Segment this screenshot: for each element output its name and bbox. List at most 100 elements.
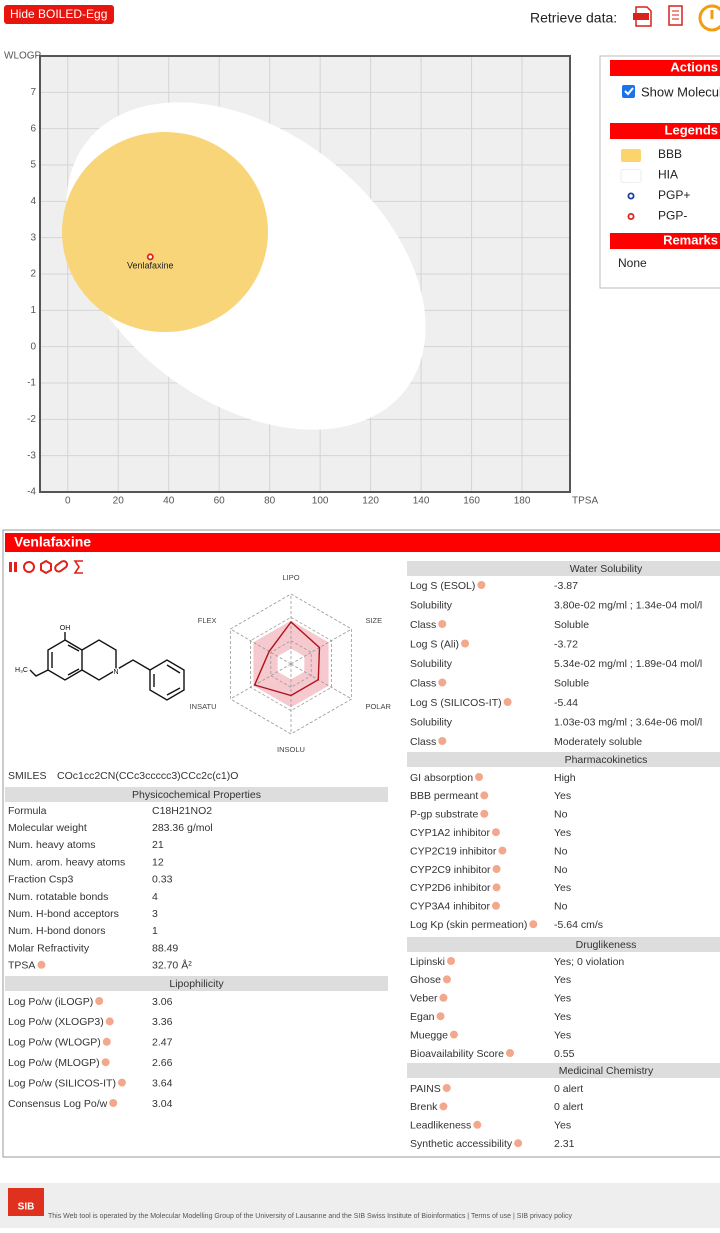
help-icon[interactable] xyxy=(117,1078,126,1087)
actions-bar xyxy=(610,60,720,76)
row-label: BBB permeant xyxy=(410,790,478,802)
radar-spoke xyxy=(230,663,292,700)
row-value: 2.31 xyxy=(554,1138,575,1150)
retrieve-label: Retrieve data: xyxy=(530,10,617,26)
help-icon[interactable] xyxy=(492,865,501,873)
legend-label: HIA xyxy=(658,168,678,182)
point-label: Venlafaxine xyxy=(127,260,174,270)
x-tick-label: 20 xyxy=(113,496,125,507)
help-icon[interactable] xyxy=(492,883,501,892)
help-icon[interactable] xyxy=(438,737,447,745)
help-icon[interactable] xyxy=(439,993,448,1002)
atom-label: OH xyxy=(60,625,71,632)
show-names-label[interactable]: Show Molecule names xyxy=(641,84,720,99)
details-panel xyxy=(2,529,720,1158)
remarks: None xyxy=(618,256,647,270)
help-icon[interactable] xyxy=(503,698,512,706)
help-icon[interactable] xyxy=(529,920,538,929)
row-value: Yes xyxy=(554,974,571,986)
y-tick-label: 3 xyxy=(30,232,36,243)
x-tick-label: 120 xyxy=(362,496,379,507)
row-label: Consensus Log Po/w xyxy=(8,1098,108,1110)
egg xyxy=(62,102,426,430)
help-icon[interactable] xyxy=(439,1102,448,1111)
help-icon[interactable] xyxy=(514,1139,523,1148)
row-label: Class xyxy=(410,736,436,748)
section-title: Druglikeness xyxy=(576,939,637,951)
row-value: No xyxy=(554,809,568,821)
help-icon[interactable] xyxy=(438,620,447,628)
help-icon[interactable] xyxy=(505,1049,514,1057)
help-icon[interactable] xyxy=(498,846,507,855)
plot-frame xyxy=(39,55,571,493)
row-value: 0 alert xyxy=(554,1101,583,1113)
row-value: Yes xyxy=(554,827,571,839)
doc-icon[interactable] xyxy=(668,5,683,26)
help-icon[interactable] xyxy=(101,1058,110,1067)
row-value: 21 xyxy=(152,839,164,851)
csv-icon[interactable] xyxy=(633,6,652,27)
help-icon[interactable] xyxy=(477,581,486,589)
row-label: Log S (Ali) xyxy=(410,638,459,650)
section-title: Medicinal Chemistry xyxy=(559,1065,654,1077)
legend-swatch xyxy=(621,149,641,162)
power-icon[interactable] xyxy=(698,4,720,32)
row-label: Log S (ESOL) xyxy=(410,580,475,592)
hide-egg-button[interactable] xyxy=(4,5,114,24)
help-icon[interactable] xyxy=(109,1099,118,1107)
row-value: 0.55 xyxy=(554,1048,575,1060)
help-icon[interactable] xyxy=(449,1030,458,1039)
help-icon[interactable] xyxy=(102,1037,111,1046)
help-icon[interactable] xyxy=(473,1120,482,1129)
help-icon[interactable] xyxy=(438,678,447,687)
row-label: CYP2C9 inhibitor xyxy=(410,864,491,876)
sib-logo-text[interactable]: SIB xyxy=(18,1202,35,1213)
help-icon[interactable] xyxy=(105,1017,114,1026)
sib-logo[interactable] xyxy=(8,1188,44,1216)
help-icon[interactable] xyxy=(475,773,484,781)
footer xyxy=(0,1183,720,1228)
help-icon[interactable] xyxy=(442,1084,451,1092)
help-icon[interactable] xyxy=(491,828,500,837)
radar-spoke xyxy=(230,628,292,665)
row-label: Molar Refractivity xyxy=(8,942,90,954)
help-icon[interactable] xyxy=(461,639,470,648)
radar-spoke xyxy=(290,663,352,700)
row-label: Veber xyxy=(410,993,438,1005)
y-tick-label: -2 xyxy=(27,414,36,425)
help-icon[interactable] xyxy=(95,997,104,1005)
row-label: Log Po/w (WLOGP) xyxy=(8,1037,101,1049)
actions-title: Actions xyxy=(670,59,718,74)
row-label: Class xyxy=(410,677,436,689)
help-icon[interactable] xyxy=(491,901,500,910)
checkbox[interactable] xyxy=(622,85,635,98)
row-value: Yes xyxy=(554,1029,571,1041)
x-tick-label: 80 xyxy=(264,496,276,507)
smiles-label: SMILES xyxy=(8,770,47,782)
row-label: Muegge xyxy=(410,1029,448,1041)
row-value: 3.36 xyxy=(152,1016,173,1028)
help-icon[interactable] xyxy=(480,809,489,818)
y-tick-label: -1 xyxy=(27,378,36,389)
row-label: Bioavailability Score xyxy=(410,1048,504,1060)
row-value: No xyxy=(554,864,568,876)
help-icon[interactable] xyxy=(442,975,451,984)
help-icon[interactable] xyxy=(436,1012,445,1021)
help-icon[interactable] xyxy=(37,960,46,969)
remarks-title: Remarks xyxy=(663,232,718,247)
row-label: Num. heavy atoms xyxy=(8,839,96,851)
hide-egg-label[interactable]: Hide BOILED-Egg xyxy=(10,7,107,21)
row-label: Num. H-bond donors xyxy=(8,925,105,937)
tool-icons[interactable] xyxy=(9,559,83,575)
row-value: 1 xyxy=(152,925,158,937)
help-icon[interactable] xyxy=(480,791,489,800)
row-value: 4 xyxy=(152,891,158,903)
help-icon[interactable] xyxy=(447,957,456,965)
x-axis-label: TPSA xyxy=(572,496,598,507)
y-axis-label: WLOGP xyxy=(4,51,42,62)
row-label: Log Po/w (MLOGP) xyxy=(8,1057,100,1069)
radar-axis-label: POLAR xyxy=(365,702,391,711)
radar-ring xyxy=(270,640,312,688)
row-value: C18H21NO2 xyxy=(152,805,212,817)
